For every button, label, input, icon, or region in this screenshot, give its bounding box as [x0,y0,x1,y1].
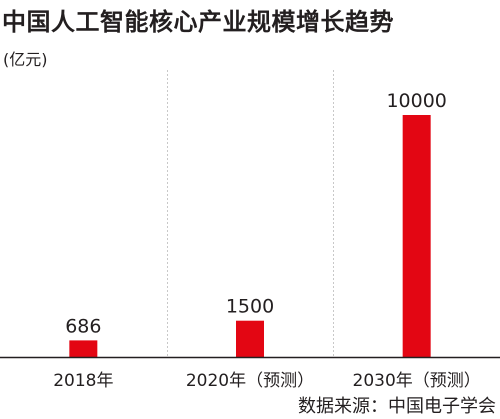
x-tick-label: 2030年（预测） [353,371,481,391]
unit-label: (亿元) [3,50,48,69]
x-tick-label: 2018年 [53,371,113,391]
bar [69,340,98,357]
chart-title: 中国人工智能核心产业规模增长趋势 [2,8,394,36]
source-note: 数据来源：中国电子学会 [298,396,496,417]
bar [236,320,264,357]
x-tick-label: 2020年（预测） [186,371,314,391]
data-label: 10000 [386,90,446,112]
bar [402,115,431,357]
data-label: 1500 [226,296,274,318]
data-label: 686 [65,315,101,337]
